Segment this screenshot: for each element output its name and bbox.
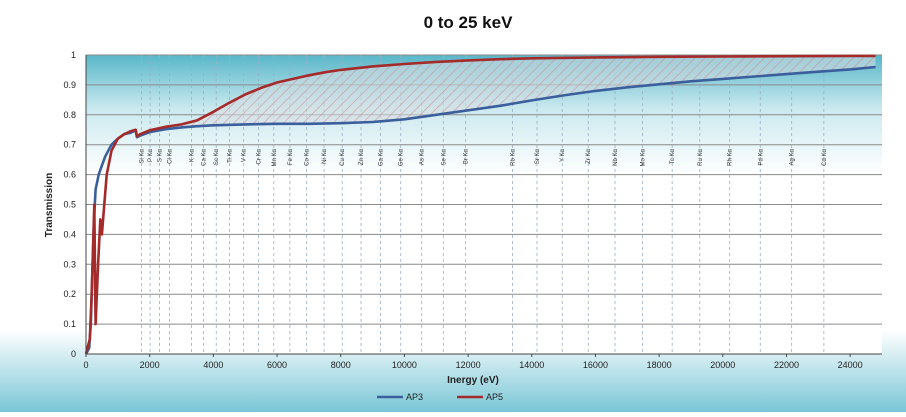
y-tick-label: 0.9 [63, 80, 76, 90]
y-tick-label: 0.7 [63, 140, 76, 150]
emission-line-label: Tc Kα [670, 148, 676, 164]
x-tick-label: 8000 [331, 360, 351, 370]
emission-line-label: As Kα [420, 148, 426, 165]
emission-line-label: Co Kα [305, 148, 311, 165]
emission-line-label: V Kα [242, 148, 248, 162]
x-tick-label: 6000 [267, 360, 287, 370]
emission-line-label: P Kα [148, 148, 154, 162]
emission-line-label: Pd Kα [758, 148, 764, 165]
y-tick-label: 0 [71, 349, 76, 359]
x-tick-label: 0 [83, 360, 88, 370]
emission-line-label: Sr Kα [535, 148, 541, 164]
emission-line-label: Ga Kα [379, 148, 385, 166]
y-tick-label: 0.4 [63, 229, 76, 239]
emission-line-label: Se Kα [441, 148, 447, 165]
emission-line-label: Si Kα [139, 148, 145, 163]
x-tick-label: 14000 [519, 360, 544, 370]
emission-line-label: Sc Kα [214, 148, 220, 165]
x-tick-label: 22000 [774, 360, 799, 370]
emission-line-label: Ru Kα [698, 148, 704, 165]
x-tick-label: 10000 [392, 360, 417, 370]
emission-line-label: Nb Kα [613, 148, 619, 165]
series-line-ap3 [84, 65, 876, 355]
y-axis-title: Transmission [44, 173, 55, 237]
emission-line-label: Ag Kα [790, 148, 796, 165]
emission-line-label: Br Kα [464, 148, 470, 164]
x-tick-label: 18000 [647, 360, 672, 370]
x-tick-label: 4000 [203, 360, 223, 370]
emission-line-label: Rb Kα [510, 148, 516, 165]
emission-line-label: Cl Kα [167, 148, 173, 163]
x-tick-labels: 0 2000 4000 6000 8000 10000 12000 14000 16000 180… [83, 354, 863, 370]
y-tick-label: 0.3 [63, 259, 76, 269]
chart-title: 0 to 25 keV [424, 13, 513, 32]
y-tick-label: 0.2 [63, 289, 76, 299]
emission-line-label: Fe Kα [288, 148, 294, 165]
y-tick-label: 1 [71, 50, 76, 60]
emission-line-label: Ni Kα [322, 148, 328, 163]
x-tick-label: 20000 [710, 360, 735, 370]
legend-label-ap5: AP5 [486, 392, 503, 402]
x-tick-label: 24000 [838, 360, 863, 370]
emission-line-label: Cr Kα [256, 148, 262, 164]
x-tick-label: 12000 [456, 360, 481, 370]
y-tick-labels: 0 0.1 0.2 0.3 0.4 0.5 0.6 0.7 0.8 0.9 1 [63, 50, 76, 359]
legend-label-ap3: AP3 [406, 392, 423, 402]
y-tick-label: 0.8 [63, 110, 76, 120]
emission-line-label: S Kα [157, 148, 163, 162]
emission-line-label: Rh Kα [728, 148, 734, 165]
emission-line-label: Ge Kα [399, 148, 405, 166]
y-tick-label: 0.1 [63, 319, 76, 329]
x-tick-label: 16000 [583, 360, 608, 370]
emission-line-label: Cu Kα [340, 148, 346, 165]
emission-line-label: K Kα [189, 148, 195, 162]
emission-line-label: Mn Kα [272, 148, 278, 166]
y-tick-label: 0.5 [63, 200, 76, 210]
legend: AP3 AP5 [377, 392, 503, 402]
y-tick-label: 0.6 [63, 170, 76, 180]
series-lines [84, 54, 876, 355]
x-axis-title: Inergy (eV) [447, 375, 499, 386]
emission-line-label: Zr Kα [586, 148, 592, 163]
emission-line-label: Y Kα [560, 148, 566, 162]
series-line-ap5 [84, 54, 876, 355]
emission-line-label: Ti Kα [228, 148, 234, 162]
emission-line-label: Mo Kα [640, 148, 646, 166]
emission-line-label: Zn Kα [359, 148, 365, 165]
shaded-band-between-series [140, 55, 876, 136]
emission-line-label: Cd Kα [822, 148, 828, 165]
emission-line-label: Ca Kα [202, 148, 208, 165]
x-tick-label: 2000 [140, 360, 160, 370]
